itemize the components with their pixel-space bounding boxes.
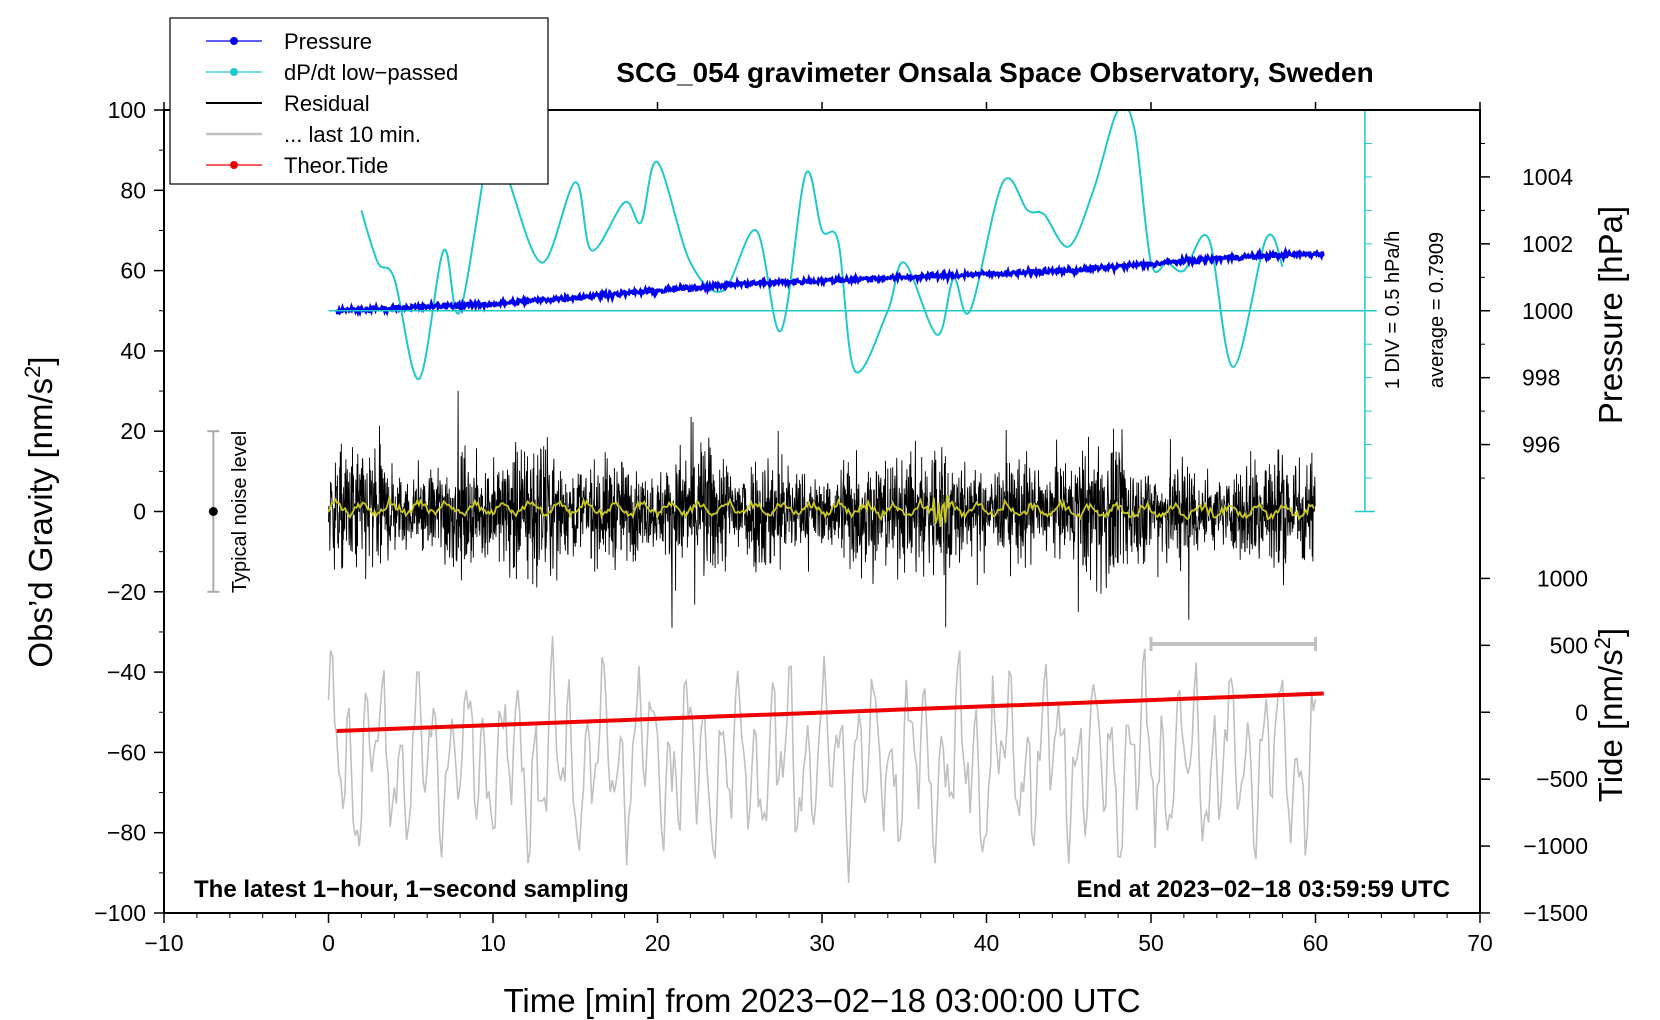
x-tick-label: 0 (322, 930, 335, 956)
tide-tick-label: −1500 (1523, 900, 1588, 926)
y-tick-label: 0 (133, 499, 146, 525)
series-pressure (335, 245, 1325, 318)
legend: Pressure dP/dt low−passed Residual ... last… (169, 17, 549, 185)
y-tick-label: −40 (107, 659, 146, 685)
tide-tick-label: −1000 (1523, 833, 1588, 859)
x-tick-label: 30 (809, 930, 835, 956)
x-tick-label: 60 (1303, 930, 1329, 956)
scale-bar-div-label: 1 DIV = 0.5 hPa/h (1382, 231, 1404, 389)
y-axis-label-tide: Tide [nm/s2] (1590, 628, 1630, 802)
pressure-line (335, 245, 1325, 318)
x-axis-label: Time [min] from 2023−02−18 03:00:00 UTC (503, 982, 1140, 1019)
legend-label: Pressure (284, 29, 372, 54)
tide-tick-label: 1000 (1537, 565, 1588, 591)
y-tick-label: 40 (120, 338, 146, 364)
x-tick-label: 70 (1467, 930, 1493, 956)
chart-title: SCG_054 gravimeter Onsala Space Observat… (616, 57, 1373, 88)
pressure-tick-label: 996 (1522, 432, 1560, 458)
y-tick-label: −60 (107, 739, 146, 765)
reference-bars (207, 430, 1317, 651)
legend-label: Theor.Tide (284, 153, 388, 178)
y-axis-label-pressure: Pressure [hPa] (1592, 206, 1629, 424)
tide-line (336, 691, 1324, 733)
legend-marker (230, 68, 238, 76)
residual-line (328, 390, 1316, 628)
y-tick-label: 20 (120, 418, 146, 444)
x-tick-label: 50 (1138, 930, 1164, 956)
x-tick-label: −10 (144, 930, 183, 956)
y-axis-label-left: Obs’d Gravity [nm/s2] (20, 356, 60, 667)
noise-bar-dot (208, 507, 218, 516)
tide-tick-label: −500 (1536, 766, 1588, 792)
smoothed-line (327, 494, 1315, 527)
y-tick-label: 60 (120, 258, 146, 284)
scale-bar-avg-label: average = 0.7909 (1426, 232, 1448, 388)
noise-level-label: Typical noise level (229, 431, 251, 593)
legend-box (169, 17, 549, 185)
pressure-tick-label: 1000 (1522, 298, 1573, 324)
y-tick-label: 80 (120, 177, 146, 203)
tide-tick-label: 0 (1575, 699, 1588, 725)
x-tick-label: 20 (645, 930, 671, 956)
series-tide (336, 691, 1324, 733)
series-residual-smoothed (327, 494, 1315, 527)
annotation-bottom-right: End at 2023−02−18 03:59:59 UTC (1076, 876, 1450, 903)
legend-marker (230, 37, 238, 45)
y-tick-label: −100 (94, 900, 146, 926)
pressure-tick-label: 998 (1522, 365, 1560, 391)
legend-marker (230, 161, 238, 169)
legend-label: ... last 10 min. (284, 122, 421, 147)
legend-label: dP/dt low−passed (284, 60, 458, 85)
tide-tick-label: 500 (1550, 632, 1588, 658)
pressure-tick-label: 1004 (1522, 164, 1573, 190)
axis-ticks: −10 0 10 20 30 40 50 60 70−100−80−60−40−20020406… (94, 97, 1588, 956)
last10-line (327, 635, 1317, 883)
legend-label: Residual (284, 91, 370, 116)
series-residual (328, 390, 1316, 628)
x-tick-label: 40 (974, 930, 1000, 956)
y-tick-label: −20 (107, 579, 146, 605)
y-tick-label: −80 (107, 820, 146, 846)
series-last-10-min (327, 635, 1317, 883)
y-tick-label: 100 (108, 97, 146, 123)
annotation-bottom-left: The latest 1−hour, 1−second sampling (194, 876, 629, 903)
x-tick-label: 10 (480, 930, 506, 956)
pressure-tick-label: 1002 (1522, 231, 1573, 257)
